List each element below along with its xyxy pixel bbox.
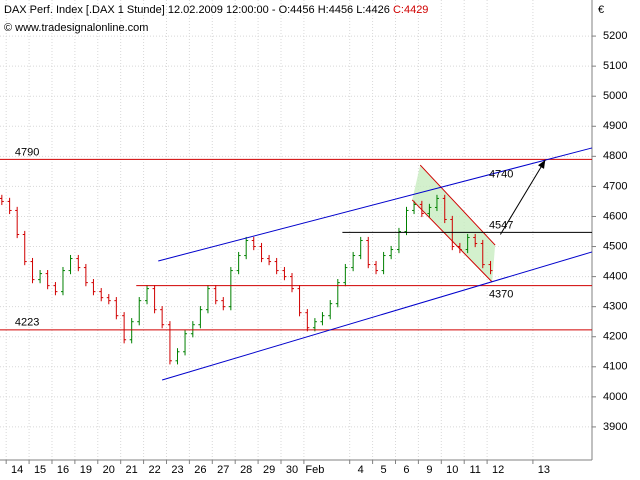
channel-line — [161, 251, 593, 381]
x-tick-label: 14 — [11, 464, 23, 476]
y-tick-label: 5000 — [603, 90, 627, 102]
y-tick-label: 5100 — [603, 60, 627, 72]
x-tick-label: 9 — [426, 464, 432, 476]
x-tick-label: 23 — [171, 464, 183, 476]
x-tick-label: 12 — [492, 464, 504, 476]
y-tick-label: 4200 — [603, 331, 627, 343]
x-tick-label: 27 — [217, 464, 229, 476]
x-tick-label: 19 — [80, 464, 92, 476]
y-tick-label: 4000 — [603, 391, 627, 403]
x-tick-label: 29 — [263, 464, 275, 476]
x-tick-label: 11 — [469, 464, 480, 476]
channel-label: 4740 — [489, 168, 513, 180]
y-tick-label: 4600 — [603, 210, 627, 222]
title-close: C:4429 — [393, 4, 428, 16]
x-tick-label: 28 — [240, 464, 252, 476]
y-tick-label: 4800 — [603, 150, 627, 162]
x-tick-label: 6 — [403, 464, 409, 476]
small-channel-line — [419, 164, 496, 246]
x-tick-label: 16 — [57, 464, 69, 476]
channel-line — [158, 147, 593, 262]
level-label: 4370 — [489, 289, 513, 301]
level-label: 4223 — [15, 317, 39, 329]
x-tick-label: 13 — [538, 464, 550, 476]
arrow-line — [499, 159, 546, 235]
y-tick-label: 4700 — [603, 180, 627, 192]
y-tick-label: 4900 — [603, 120, 627, 132]
x-tick-label: 15 — [34, 464, 46, 476]
x-tick-label: 22 — [148, 464, 160, 476]
y-tick-label: 3900 — [603, 421, 627, 433]
x-tick-label: 21 — [126, 464, 138, 476]
x-tick-label: 5 — [381, 464, 387, 476]
x-tick-label: 4 — [358, 464, 364, 476]
x-tick-label: 26 — [194, 464, 206, 476]
title-info: DAX Perf. Index [.DAX 1 Stunde] 12.02.20… — [4, 4, 390, 16]
x-tick-label: 30 — [286, 464, 298, 476]
currency: € — [598, 4, 604, 16]
y-tick-label: 4500 — [603, 240, 627, 252]
y-tick-label: 5200 — [603, 30, 627, 42]
arrow-head — [538, 159, 546, 169]
y-tick-label: 4400 — [603, 271, 627, 283]
x-tick-label: 10 — [446, 464, 458, 476]
source: © www.tradesignalonline.com — [4, 22, 148, 34]
small-channel-line — [411, 199, 493, 283]
level-label: 4547 — [489, 219, 513, 231]
channel-fill — [412, 165, 496, 283]
x-tick-label: 20 — [103, 464, 115, 476]
y-tick-label: 4300 — [603, 301, 627, 313]
y-tick-label: 4100 — [603, 361, 627, 373]
x-tick-label: Feb — [305, 464, 324, 476]
title: DAX Perf. Index [.DAX 1 Stunde] 12.02.20… — [4, 4, 428, 16]
level-label: 4790 — [15, 146, 39, 158]
